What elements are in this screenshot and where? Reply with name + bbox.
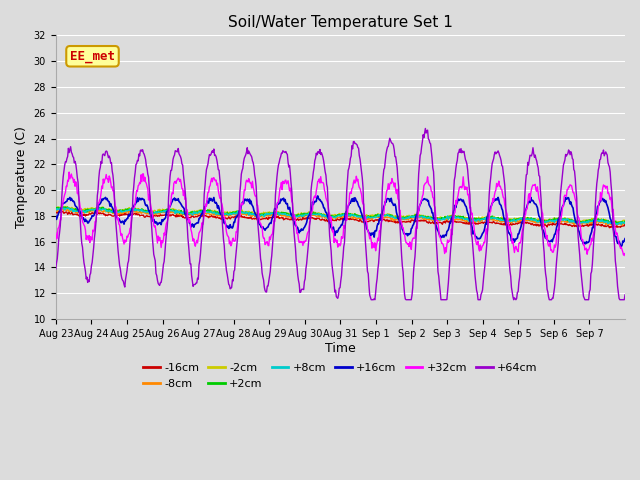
X-axis label: Time: Time bbox=[325, 342, 356, 355]
Title: Soil/Water Temperature Set 1: Soil/Water Temperature Set 1 bbox=[228, 15, 453, 30]
Legend: -16cm, -8cm, -2cm, +2cm, +8cm, +16cm, +32cm, +64cm: -16cm, -8cm, -2cm, +2cm, +8cm, +16cm, +3… bbox=[139, 359, 542, 393]
Text: EE_met: EE_met bbox=[70, 50, 115, 63]
Y-axis label: Temperature (C): Temperature (C) bbox=[15, 126, 28, 228]
